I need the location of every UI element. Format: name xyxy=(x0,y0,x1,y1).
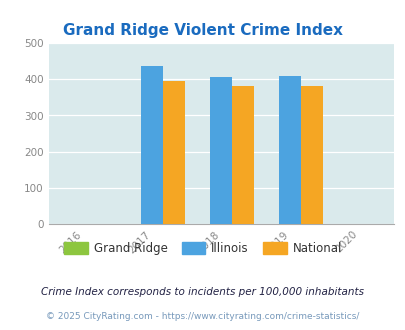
Bar xyxy=(163,82,185,224)
Bar xyxy=(279,76,301,224)
Bar xyxy=(210,77,232,224)
Legend: Grand Ridge, Illinois, National: Grand Ridge, Illinois, National xyxy=(59,237,346,260)
Bar xyxy=(141,66,163,224)
Bar xyxy=(301,86,323,224)
Bar xyxy=(232,86,254,224)
Text: Crime Index corresponds to incidents per 100,000 inhabitants: Crime Index corresponds to incidents per… xyxy=(41,287,364,297)
Text: © 2025 CityRating.com - https://www.cityrating.com/crime-statistics/: © 2025 CityRating.com - https://www.city… xyxy=(46,312,359,321)
Text: Grand Ridge Violent Crime Index: Grand Ridge Violent Crime Index xyxy=(63,23,342,38)
